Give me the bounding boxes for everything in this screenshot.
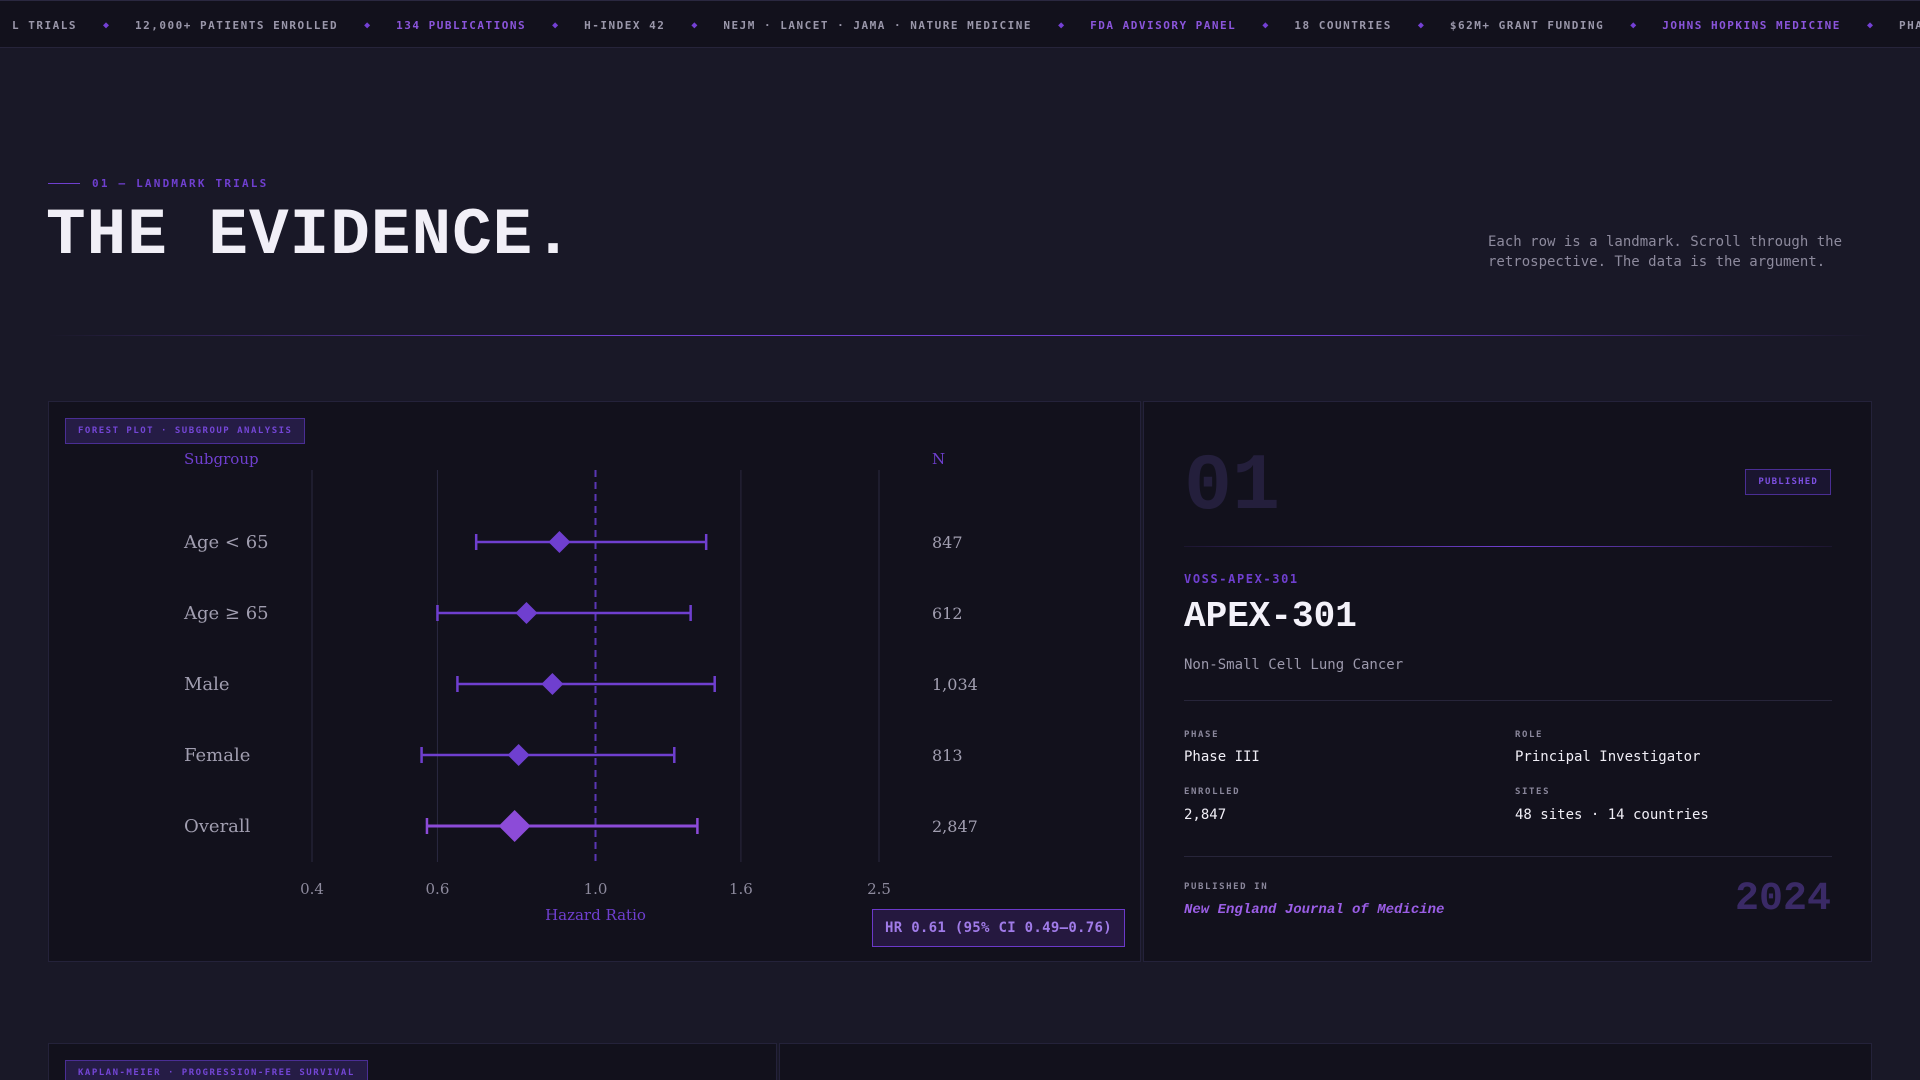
forest-row: Female 813 — [184, 744, 963, 766]
role-value: Principal Investigator — [1515, 749, 1701, 765]
subgroup-label: Male — [184, 674, 230, 695]
sites-label: SITES — [1515, 787, 1551, 797]
diamond-separator-icon: ◆ — [102, 19, 110, 31]
ticker-item: L TRIALS — [12, 18, 77, 32]
next-trial-info-panel — [779, 1043, 1872, 1080]
forest-row: Age ≥ 65 612 — [183, 602, 963, 624]
trial-info-panel: 01 PUBLISHED VOSS-APEX-301 APEX-301 Non-… — [1143, 401, 1872, 962]
eyebrow-line — [48, 183, 80, 184]
n-value: 1,034 — [932, 675, 978, 694]
info-rule — [1184, 546, 1832, 547]
ticker-item: FDA ADVISORY PANEL — [1090, 18, 1237, 32]
ticker-item: 12,000+ PATIENTS ENROLLED — [135, 18, 339, 32]
hazard-ratio-point — [515, 602, 538, 624]
trial-number: 01 — [1184, 442, 1281, 533]
forest-row: Age < 65 847 — [183, 531, 963, 553]
publication-year: 2024 — [1734, 877, 1831, 922]
ticker-item: 134 PUBLICATIONS — [396, 18, 527, 32]
axis-layer: 0.4 0.6 1.0 1.6 2.5 — [300, 880, 891, 898]
n-value: 813 — [932, 746, 963, 765]
enrolled-value: 2,847 — [1184, 807, 1227, 823]
diamond-separator-icon: ◆ — [1866, 19, 1873, 31]
subgroup-label: Female — [184, 745, 250, 766]
subgroup-label: Age < 65 — [183, 532, 269, 553]
diamond-separator-icon: ◆ — [691, 19, 698, 31]
forest-plot-chart: Age < 65 847 Age ≥ 65 612 Male 1,034 Female 813… — [183, 450, 978, 924]
sites-value: 48 sites · 14 countries — [1515, 807, 1709, 823]
n-value: 847 — [932, 533, 963, 552]
published-in-label: PUBLISHED IN — [1184, 882, 1269, 892]
n-value: 612 — [932, 604, 963, 623]
hazard-ratio-point — [548, 531, 571, 553]
hazard-ratio-summary: HR 0.61 (95% CI 0.49–0.76) — [872, 909, 1125, 947]
section-eyebrow: 01 — LANDMARK TRIALS — [48, 177, 268, 190]
journal-name: New England Journal of Medicine — [1184, 902, 1445, 918]
forest-row: Overall 2,847 — [184, 810, 978, 842]
ticker-item: PHASE III PI — [1898, 18, 1920, 32]
diamond-separator-icon: ◆ — [1417, 19, 1424, 31]
kaplan-meier-tag: KAPLAN-MEIER · PROGRESSION-FREE SURVIVAL — [65, 1060, 368, 1080]
status-badge: PUBLISHED — [1745, 469, 1831, 495]
hazard-ratio-point — [541, 673, 564, 695]
x-tick-label: 0.6 — [426, 880, 450, 898]
diamond-separator-icon: ◆ — [1630, 19, 1637, 31]
ticker-item: JOHNS HOPKINS MEDICINE — [1662, 18, 1841, 32]
trial-code: VOSS-APEX-301 — [1184, 572, 1299, 586]
ticker-item: H-INDEX 42 — [584, 18, 666, 32]
phase-label: PHASE — [1184, 730, 1220, 740]
forest-plot-tag: FOREST PLOT · SUBGROUP ANALYSIS — [65, 418, 306, 444]
hazard-ratio-point — [498, 810, 531, 842]
x-tick-label: 0.4 — [300, 880, 324, 898]
x-tick-label: 1.0 — [584, 880, 608, 898]
diamond-separator-icon: ◆ — [552, 19, 559, 31]
n-value: 2,847 — [932, 817, 978, 836]
ticker-item: NEJM · LANCET · JAMA · NATURE MEDICINE — [723, 18, 1033, 32]
hazard-ratio-point — [507, 744, 530, 766]
role-label: ROLE — [1515, 730, 1544, 740]
section-intro: Each row is a landmark. Scroll through t… — [1488, 234, 1843, 270]
enrolled-label: ENROLLED — [1184, 787, 1241, 797]
trial-name: APEX-301 — [1184, 596, 1357, 637]
n-column-header: N — [932, 450, 945, 468]
ticker-item: 18 COUNTRIES — [1294, 18, 1392, 32]
x-axis-label: Hazard Ratio — [545, 906, 646, 924]
meta-divider — [1184, 700, 1832, 701]
subgroup-label: Age ≥ 65 — [183, 603, 269, 624]
kaplan-meier-panel: KAPLAN-MEIER · PROGRESSION-FREE SURVIVAL — [48, 1043, 777, 1080]
ticker-track: L TRIALS ◆ 12,000+ PATIENTS ENROLLED ◆ 134 P… — [0, 1, 1920, 47]
diamond-separator-icon: ◆ — [1262, 19, 1269, 31]
diamond-separator-icon: ◆ — [1058, 19, 1065, 31]
section-title: THE EVIDENCE. — [46, 198, 574, 273]
trial-condition: Non-Small Cell Lung Cancer — [1184, 657, 1404, 673]
diamond-separator-icon: ◆ — [364, 19, 371, 31]
x-tick-label: 2.5 — [867, 880, 891, 898]
phase-value: Phase III — [1184, 749, 1260, 765]
publication-divider — [1184, 856, 1832, 857]
subgroup-column-header: Subgroup — [184, 450, 259, 468]
forest-row: Male 1,034 — [184, 673, 978, 695]
section-divider — [48, 335, 1872, 336]
grid-layer — [311, 470, 880, 862]
stats-ticker: L TRIALS ◆ 12,000+ PATIENTS ENROLLED ◆ 134 P… — [0, 0, 1920, 48]
eyebrow-text: 01 — LANDMARK TRIALS — [92, 177, 269, 190]
forest-plot-panel: FOREST PLOT · SUBGROUP ANALYSIS Age < 65… — [48, 401, 1141, 962]
x-tick-label: 1.6 — [729, 880, 753, 898]
rows-layer: Age < 65 847 Age ≥ 65 612 Male 1,034 Female 813… — [183, 531, 978, 842]
ticker-item: $62M+ GRANT FUNDING — [1449, 18, 1605, 32]
subgroup-label: Overall — [184, 816, 251, 837]
